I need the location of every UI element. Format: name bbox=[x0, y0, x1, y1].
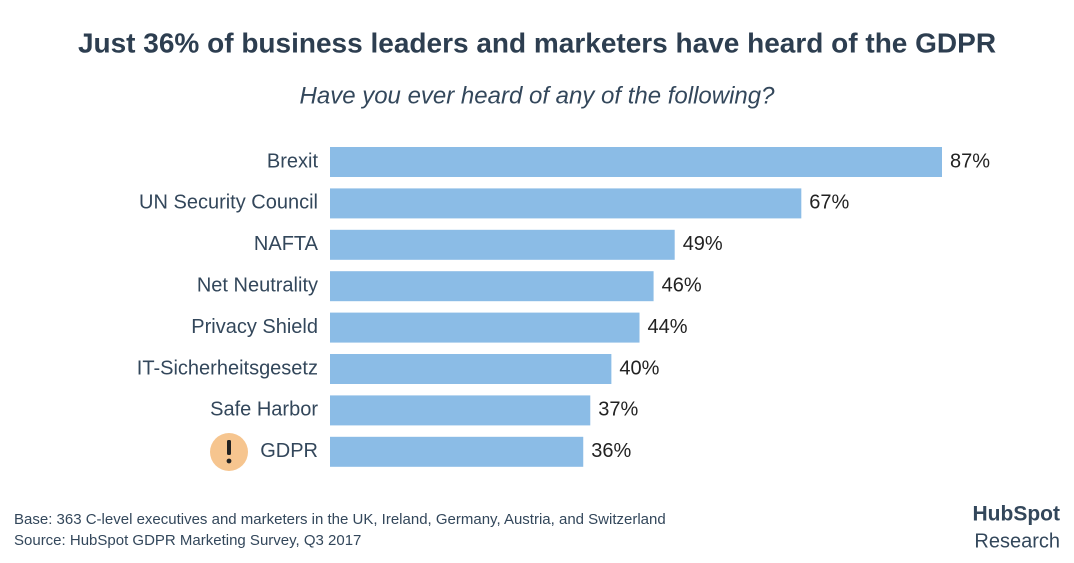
chart-subtitle: Have you ever heard of any of the follow… bbox=[300, 82, 776, 109]
value-label: 36% bbox=[591, 440, 631, 462]
value-label: 37% bbox=[598, 399, 638, 421]
bar bbox=[330, 147, 942, 177]
bar bbox=[330, 395, 591, 426]
brand: HubSpot bbox=[973, 503, 1060, 526]
category-label: GDPR bbox=[260, 440, 318, 462]
footnote: Source: HubSpot GDPR Marketing Survey, Q… bbox=[14, 532, 361, 549]
bar bbox=[330, 436, 584, 467]
brand-subtitle: Research bbox=[974, 530, 1060, 552]
category-label: UN Security Council bbox=[139, 192, 318, 214]
category-label: Net Neutrality bbox=[197, 274, 318, 296]
bar bbox=[330, 271, 654, 302]
value-label: 46% bbox=[662, 274, 702, 296]
highlight-icon bbox=[210, 433, 248, 471]
chart-title: Just 36% of business leaders and markete… bbox=[78, 27, 996, 58]
category-label: NAFTA bbox=[254, 233, 319, 255]
category-label: Brexit bbox=[267, 150, 319, 172]
bar bbox=[330, 188, 802, 219]
value-label: 40% bbox=[619, 357, 659, 379]
category-label: Privacy Shield bbox=[191, 316, 318, 338]
value-label: 67% bbox=[809, 192, 849, 214]
bar bbox=[330, 354, 612, 384]
value-label: 87% bbox=[950, 150, 990, 172]
footnote: Base: 363 C-level executives and markete… bbox=[14, 511, 666, 528]
bar bbox=[330, 312, 640, 343]
value-label: 49% bbox=[683, 233, 723, 255]
category-label: IT-Sicherheitsgesetz bbox=[137, 357, 318, 379]
category-label: Safe Harbor bbox=[210, 399, 318, 421]
value-label: 44% bbox=[648, 316, 688, 338]
bar bbox=[330, 229, 675, 260]
